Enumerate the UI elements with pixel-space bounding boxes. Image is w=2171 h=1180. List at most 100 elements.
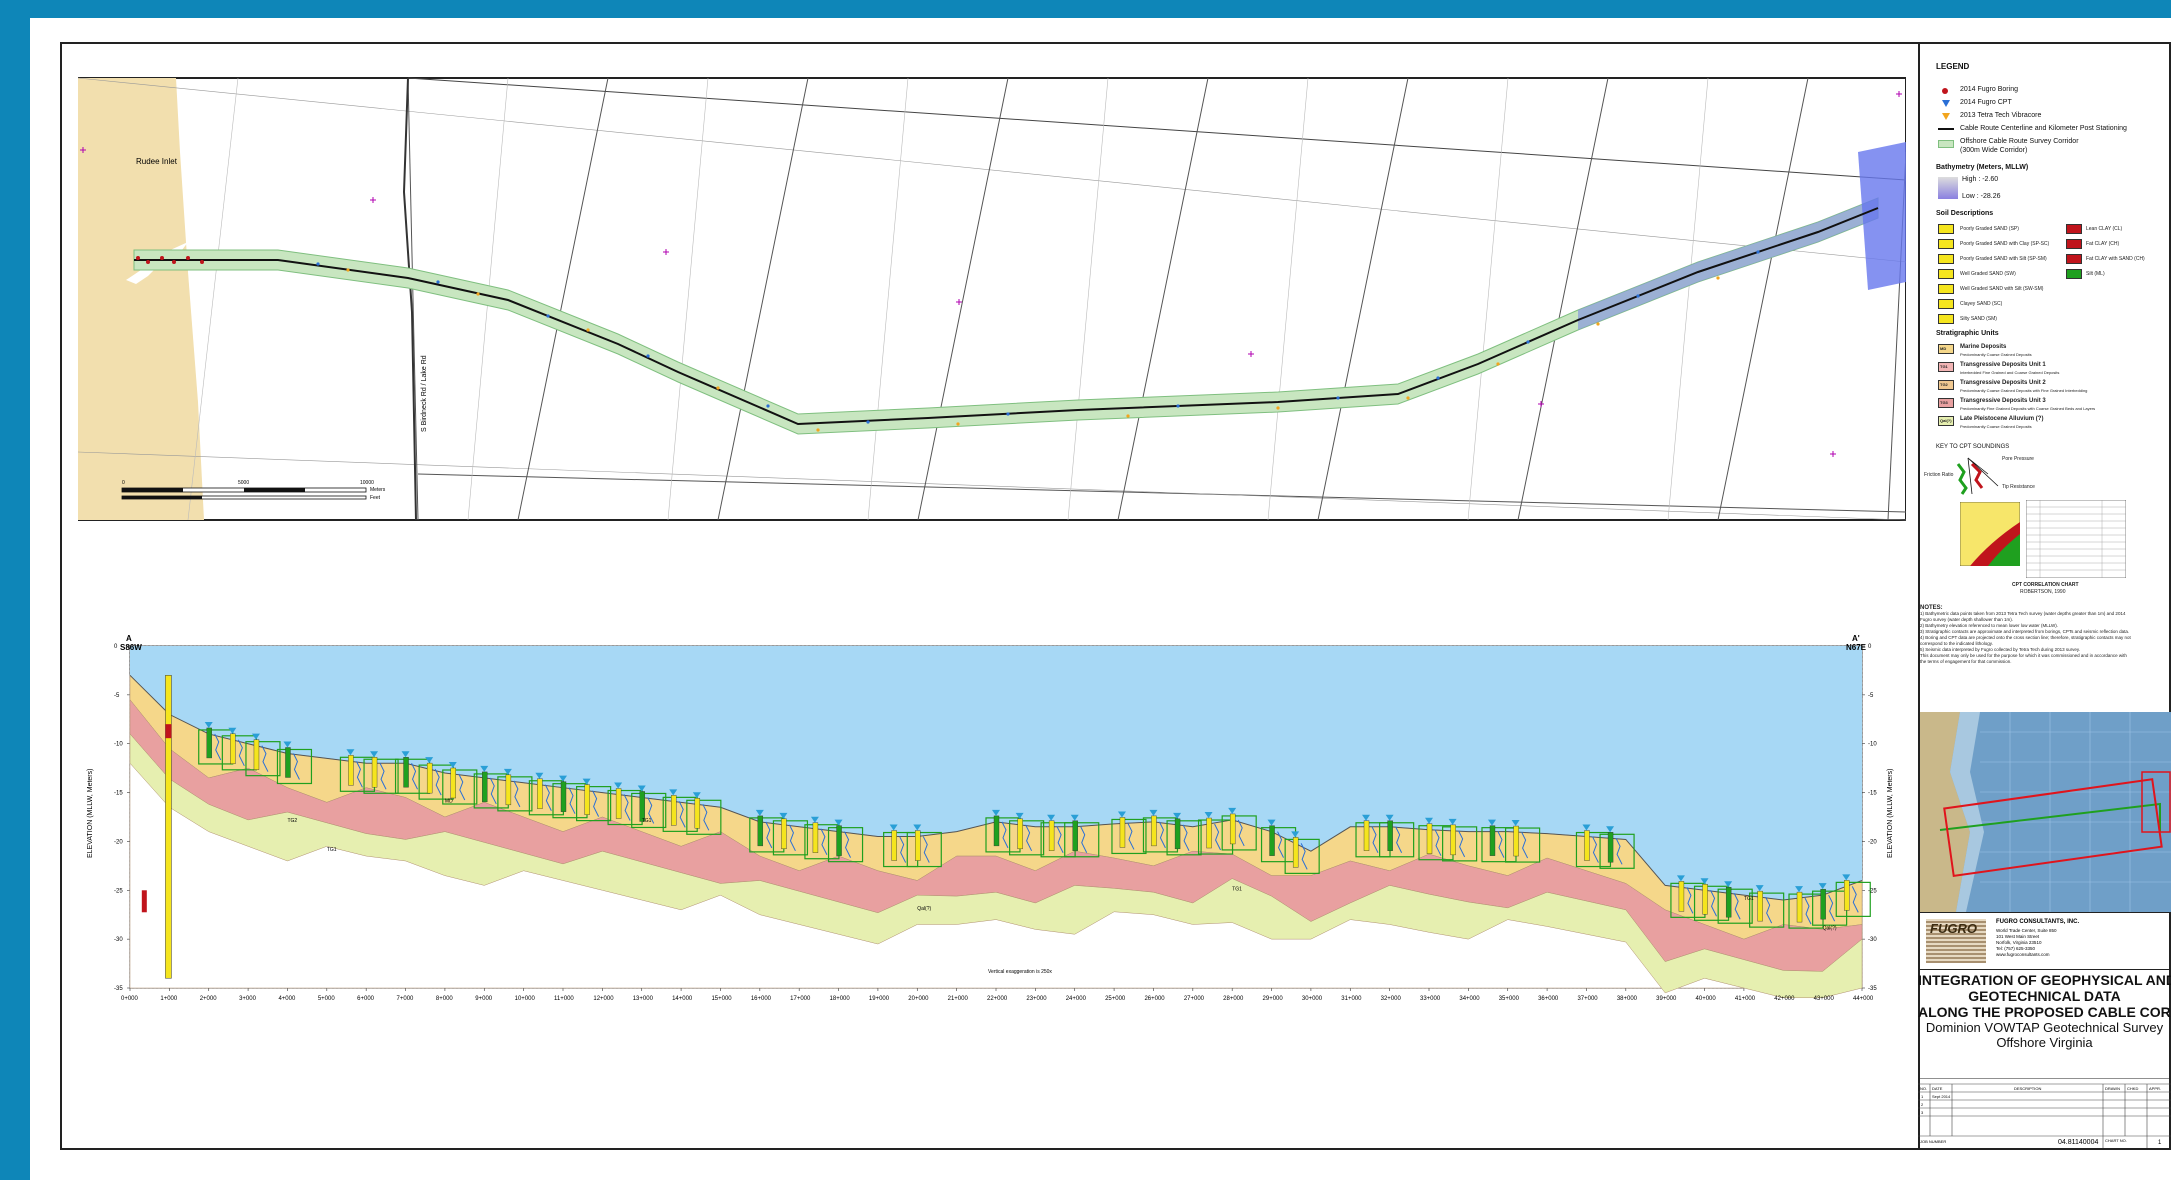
title-line-3: ALONG THE PROPOSED CABLE CORRIDOR (1918, 1004, 2171, 1020)
core-column (482, 771, 488, 803)
rev-row-1-no: 1 (1921, 1094, 1924, 1099)
x-tick-label: 29+000 (1263, 996, 1284, 1002)
cpt-trace (434, 768, 442, 796)
bathymetry-low: Low : -28.26 (1962, 193, 2001, 200)
core-column (285, 747, 291, 778)
core-column (1174, 818, 1181, 850)
cpt-marker (755, 809, 764, 816)
cpt-marker (810, 816, 819, 823)
strat-code: MD (1940, 346, 1947, 351)
cpt-trace (1214, 823, 1222, 851)
y-tick-label: 0 (114, 644, 118, 650)
cpt-trace (568, 787, 576, 814)
cpt-marker (1755, 885, 1764, 892)
core-column (1151, 815, 1157, 847)
x-tick-label: 6+000 (357, 996, 375, 1002)
core-column (426, 762, 433, 794)
core-box (631, 792, 667, 829)
y-tick-label-right: 0 (1868, 644, 1872, 650)
rev-header-description: DESCRIPTION (2014, 1086, 2041, 1091)
x-tick-label: 19+000 (869, 996, 890, 1002)
rev-row-1-date: Sept 2014 (1932, 1094, 1951, 1099)
soil-label: Fat CLAY with SAND (CH) (2086, 256, 2145, 262)
core-box (245, 741, 281, 777)
strat-code: Qal(?) (1940, 418, 1952, 423)
core-column (1387, 820, 1393, 851)
cpt-marker (1511, 820, 1520, 827)
legend-cpt: 2014 Fugro CPT (1960, 99, 2012, 106)
cpt-trace (702, 804, 710, 831)
title-line-4: Dominion VOWTAP Geotechnical Survey (1925, 1020, 2164, 1035)
cpt-marker (1047, 814, 1056, 821)
strat-title: Stratigraphic Units (1936, 330, 1999, 337)
x-tick-label: 39+000 (1656, 996, 1677, 1002)
note-line: 3) Stratigraphic contacts are approximat… (1920, 629, 2130, 634)
note-line: correspond to the indicated lithology. (1920, 641, 1993, 646)
core-column (1678, 881, 1685, 912)
x-tick-label: 32+000 (1381, 996, 1402, 1002)
x-tick-label: 40+000 (1696, 996, 1717, 1002)
core-column (671, 795, 677, 826)
cpt-key-title: KEY TO CPT SOUNDINGS (1936, 444, 2010, 450)
core-column (915, 830, 921, 861)
grid-crosses (80, 91, 1902, 457)
cpt-trace (1615, 838, 1623, 865)
cpt-marker (1842, 874, 1851, 881)
core-box (1064, 822, 1100, 858)
cpt-symbol-icon (1942, 100, 1950, 107)
cpt-marker (992, 809, 1000, 816)
cpt-trace (1592, 836, 1599, 863)
core-box (497, 776, 533, 812)
scale-tick-0: 0 (122, 480, 125, 486)
cpt-trace (1080, 826, 1088, 853)
cpt-marker (692, 792, 701, 799)
note-line: 5) Seismic data interpreted by Fugro col… (1920, 647, 2081, 652)
core-column (812, 822, 819, 853)
map-background (78, 77, 1906, 521)
vibracore-points (346, 268, 1720, 432)
core-column (1229, 813, 1236, 845)
y-tick-label: -5 (114, 693, 120, 699)
note-line: 1) Bathymetric data points taken from 20… (1920, 611, 2126, 616)
soil-swatch (1938, 314, 1954, 324)
cpt-marker (559, 775, 567, 782)
x-tick-label: 1+000 (160, 996, 178, 1002)
cross-section-profile: TG1 TG2 TG1 Qal(?) TG1 TG1 Qal(?) MD 0 0 -5 -5 -10 -1… (87, 634, 1894, 1002)
core-column (694, 798, 701, 829)
cpt-key-diagram (1956, 457, 1999, 495)
cpt-marker (1487, 819, 1496, 826)
core-column (1820, 888, 1826, 920)
cpt-trace (1497, 831, 1505, 858)
cpt-marker (448, 762, 457, 769)
strat-name: Late Pleistocene Alluvium (?) (1960, 416, 2044, 422)
boring-points (136, 256, 204, 264)
job-number-label: JOB NUMBER (1920, 1139, 1946, 1144)
core-box (1284, 838, 1320, 874)
core-box (1599, 833, 1635, 869)
core-column (253, 739, 260, 770)
strat-name: Transgressive Deposits Unit 1 (1960, 362, 2046, 368)
cpt-trace (1804, 897, 1812, 925)
cpt-marker (1204, 812, 1213, 819)
core-column (1017, 818, 1023, 850)
core-column (537, 778, 543, 809)
cpt-marker (582, 778, 591, 785)
core-column (1757, 890, 1763, 922)
note-line: Fugro survey (water depth shallower than… (1920, 617, 2014, 622)
cpt-marker (1700, 878, 1709, 885)
cpt-trace (1371, 826, 1379, 853)
title-line-1: INTEGRATION OF GEOPHYSICAL AND (1918, 972, 2171, 988)
cpt-trace (237, 739, 245, 767)
cpt-marker (1291, 831, 1300, 838)
cpt-marker (1070, 814, 1079, 821)
core-box (1442, 826, 1478, 862)
cpt-trace (293, 753, 300, 780)
cpt-marker (1173, 812, 1182, 819)
chart-number-label: CHART NO. (2105, 1138, 2127, 1143)
profile-left-direction: S86W (120, 643, 142, 652)
cpt-marker (251, 733, 260, 740)
soil-label: Poorly Graded SAND with Silt (SP-SM) (1960, 256, 2047, 262)
y-tick-label: -25 (114, 888, 123, 894)
x-tick-label: 23+000 (1026, 996, 1047, 1002)
